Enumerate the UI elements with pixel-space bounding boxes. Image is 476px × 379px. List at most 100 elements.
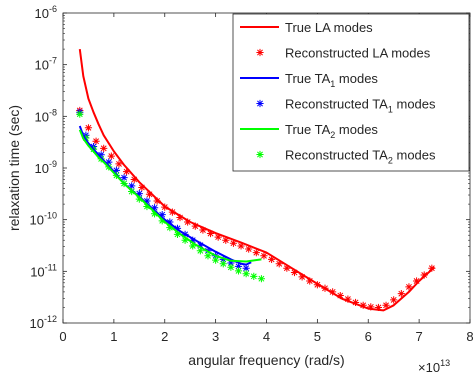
legend-entry-suffix: modes — [335, 122, 378, 137]
y-tick-label: 10-12 — [30, 314, 57, 331]
y-tick-label-exponent: -8 — [49, 107, 57, 117]
series-5-point — [219, 260, 227, 268]
legend-entry-label: Reconstructed TA1 modes — [285, 97, 436, 115]
series-1-point — [283, 264, 291, 272]
y-tick-label: 10-9 — [35, 159, 57, 176]
series-1-point — [405, 283, 413, 291]
x-tick-label: 8 — [466, 329, 473, 344]
series-5-point — [196, 247, 204, 255]
series-5-point — [227, 263, 235, 271]
series-1-point — [237, 242, 245, 250]
series-1-point — [100, 144, 108, 152]
y-tick-label: 10-8 — [35, 107, 57, 124]
legend-entry-suffix: modes — [393, 97, 436, 112]
series-1-point — [184, 218, 192, 226]
y-tick-label-base: 10 — [30, 316, 44, 331]
y-tick-label-exponent: -6 — [49, 4, 57, 14]
y-tick-label-exponent: -12 — [44, 314, 57, 324]
series-1-point — [92, 137, 100, 145]
y-tick-label-base: 10 — [35, 109, 49, 124]
series-5-point — [242, 270, 250, 278]
x-axis-multiplier: ×1013 — [418, 358, 450, 375]
series-1-point — [191, 222, 199, 230]
series-1-point — [222, 236, 230, 244]
series-1-point — [374, 303, 383, 312]
legend-entry-label: Reconstructed LA modes — [285, 46, 431, 61]
series-line-4 — [78, 129, 262, 263]
x-tick-label: 0 — [59, 329, 66, 344]
series-3-point — [166, 218, 174, 226]
series-1-point — [176, 213, 184, 222]
series-1-point — [122, 168, 131, 176]
legend-entry-name: True TA — [285, 71, 331, 86]
legend-entry-subscript: 2 — [388, 156, 393, 166]
series-5-point — [166, 224, 174, 232]
legend-entry-subscript: 1 — [330, 79, 335, 89]
series-5-point — [150, 210, 159, 218]
series-3-point — [234, 262, 243, 270]
legend-star-swatch — [256, 99, 264, 108]
series-1-point — [245, 245, 253, 253]
series-1-point — [382, 301, 390, 309]
legend-star-swatch — [256, 48, 264, 57]
series-3-point — [143, 197, 151, 205]
legend-entry-suffix: modes — [393, 148, 436, 163]
series-3-point — [120, 174, 128, 182]
series-1-point — [130, 175, 138, 184]
series-3-point — [242, 264, 250, 272]
legend-entry-subscript: 1 — [388, 105, 393, 115]
legend: True LA modes Reconstructed LA modes True … — [232, 13, 470, 172]
legend-entry-label: True LA modes — [285, 20, 373, 35]
series-3-point — [105, 158, 113, 166]
series-1-point — [344, 295, 352, 303]
series-5-point — [189, 242, 197, 250]
series-3-point — [227, 259, 235, 267]
legend-entry-subscript: 2 — [330, 130, 335, 140]
x-tick-label: 7 — [416, 329, 423, 344]
series-1-point — [397, 290, 405, 298]
y-tick-label-exponent: -10 — [44, 211, 57, 221]
series-1-point — [145, 190, 154, 198]
series-1-point — [115, 160, 123, 168]
x-tick-label: 5 — [314, 329, 321, 344]
y-tick-label: 10-11 — [30, 262, 57, 279]
y-tick-label-exponent: -9 — [49, 159, 57, 169]
series-3-point — [158, 211, 166, 219]
series-3-point — [219, 255, 227, 264]
series-1-point — [206, 229, 215, 238]
y-tick-label: 10-6 — [35, 4, 57, 21]
series-1-point — [420, 271, 428, 279]
x-axis-multiplier-exponent: 13 — [440, 358, 450, 368]
series-5-point — [135, 195, 143, 203]
x-axis-multiplier-base: ×10 — [418, 360, 440, 375]
series-3-point — [135, 189, 143, 198]
y-tick-label-exponent: -7 — [49, 56, 57, 66]
series-1-point — [252, 249, 260, 257]
series-3-point — [189, 236, 197, 244]
legend-entry-label: Reconstructed TA2 modes — [285, 148, 436, 166]
y-tick-label-exponent: -11 — [45, 262, 57, 272]
y-tick-label-base: 10 — [35, 6, 49, 21]
plot-series — [76, 48, 436, 312]
series-1-point — [267, 255, 276, 264]
legend-star-swatch — [256, 150, 264, 159]
y-tick-label: 10-10 — [30, 211, 57, 228]
series-3-point — [128, 182, 136, 190]
series-1-point — [359, 301, 367, 309]
x-tick-label: 6 — [365, 329, 372, 344]
series-3-point — [150, 204, 159, 212]
series-1-point — [367, 303, 375, 311]
y-tick-label-base: 10 — [30, 213, 44, 228]
series-5-point — [76, 110, 84, 118]
y-tick-label: 10-7 — [35, 56, 57, 73]
series-1-point — [260, 252, 268, 260]
legend-entry-label: True TA1 modes — [285, 71, 378, 89]
series-line-0 — [78, 48, 436, 312]
series-5-point — [234, 267, 243, 275]
series-1-point — [229, 239, 238, 247]
series-1-point — [336, 291, 344, 300]
legend-entry-name: Reconstructed LA modes — [285, 46, 431, 61]
x-tick-label: 1 — [110, 329, 117, 344]
